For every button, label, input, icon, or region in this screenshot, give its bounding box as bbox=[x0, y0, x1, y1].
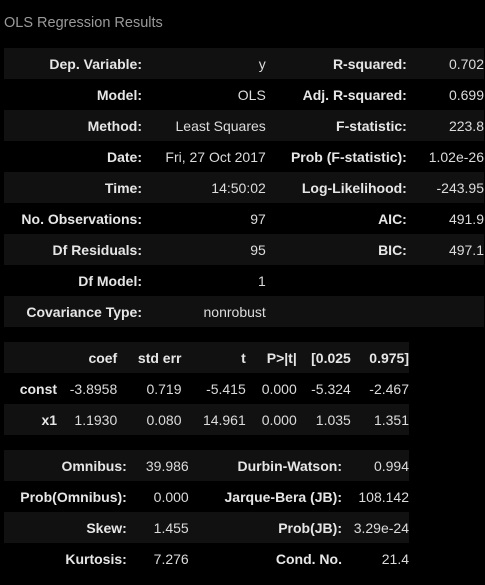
stat-label: Covariance Type: bbox=[4, 296, 142, 327]
table-cell: -5.415 bbox=[181, 373, 246, 404]
header-cell: P>|t| bbox=[245, 342, 297, 373]
header-cell: t bbox=[181, 342, 246, 373]
stat-label bbox=[265, 296, 407, 327]
table-row: Df Model: 1 bbox=[4, 265, 484, 296]
table-row: Method: Least Squares F-statistic: 223.8 bbox=[4, 110, 484, 141]
stat-label: Method: bbox=[4, 110, 142, 141]
table-row: Kurtosis: 7.276 Cond. No. 21.4 bbox=[4, 543, 409, 574]
table-row: Skew: 1.455 Prob(JB): 3.29e-24 bbox=[4, 512, 409, 543]
table-cell: 1.1930 bbox=[57, 404, 118, 435]
table-cell: 0.080 bbox=[117, 404, 182, 435]
header-cell: [0.025 bbox=[296, 342, 351, 373]
table-row: const -3.8958 0.719 -5.415 0.000 -5.324 … bbox=[4, 373, 409, 404]
stat-value: 108.142 bbox=[341, 481, 409, 512]
stat-label: Prob (F-statistic): bbox=[265, 141, 407, 172]
stat-label: BIC: bbox=[265, 234, 407, 265]
table-row: Omnibus: 39.986 Durbin-Watson: 0.994 bbox=[4, 450, 409, 481]
stat-label: Model: bbox=[4, 79, 142, 110]
row-label: const bbox=[4, 373, 58, 404]
table-cell: -5.324 bbox=[296, 373, 351, 404]
table-cell: -2.467 bbox=[350, 373, 409, 404]
stat-value: 14:50:02 bbox=[142, 172, 266, 203]
header-cell: std err bbox=[117, 342, 182, 373]
table-cell: 14.961 bbox=[181, 404, 246, 435]
stat-value: 497.1 bbox=[406, 234, 484, 265]
stat-value: 7.276 bbox=[126, 543, 189, 574]
table-row: Model: OLS Adj. R-squared: 0.699 bbox=[4, 79, 484, 110]
stat-label: Df Model: bbox=[4, 265, 142, 296]
stat-value: Fri, 27 Oct 2017 bbox=[142, 141, 266, 172]
coefficient-table: coef std err t P>|t| [0.025 0.975] const… bbox=[4, 342, 409, 435]
stat-value: 95 bbox=[142, 234, 266, 265]
table-cell: 1.035 bbox=[296, 404, 351, 435]
stat-value: 0.702 bbox=[406, 48, 484, 79]
stat-value bbox=[406, 296, 484, 327]
table-row: x1 1.1930 0.080 14.961 0.000 1.035 1.351 bbox=[4, 404, 409, 435]
summary-table: Dep. Variable: y R-squared: 0.702 Model:… bbox=[4, 48, 484, 327]
stat-value: -243.95 bbox=[406, 172, 484, 203]
stat-label: Prob(Omnibus): bbox=[4, 481, 127, 512]
stat-value: 0.699 bbox=[406, 79, 484, 110]
stat-label: Omnibus: bbox=[4, 450, 127, 481]
table-cell: 0.719 bbox=[117, 373, 182, 404]
table-row: Date: Fri, 27 Oct 2017 Prob (F-statistic… bbox=[4, 141, 484, 172]
table-cell: 0.000 bbox=[245, 373, 297, 404]
stat-label: Skew: bbox=[4, 512, 127, 543]
stat-label: Cond. No. bbox=[188, 543, 342, 574]
table-row: Dep. Variable: y R-squared: 0.702 bbox=[4, 48, 484, 79]
table-cell: -3.8958 bbox=[57, 373, 118, 404]
stat-label: Durbin-Watson: bbox=[188, 450, 342, 481]
stat-value: y bbox=[142, 48, 266, 79]
stat-label: Time: bbox=[4, 172, 142, 203]
stat-value: 0.994 bbox=[341, 450, 409, 481]
stat-label: F-statistic: bbox=[265, 110, 407, 141]
table-row: Df Residuals: 95 BIC: 497.1 bbox=[4, 234, 484, 265]
stat-label: Df Residuals: bbox=[4, 234, 142, 265]
stat-value bbox=[406, 265, 484, 296]
stat-label: Jarque-Bera (JB): bbox=[188, 481, 342, 512]
row-label: x1 bbox=[4, 404, 58, 435]
stat-label: Dep. Variable: bbox=[4, 48, 142, 79]
table-row: Time: 14:50:02 Log-Likelihood: -243.95 bbox=[4, 172, 484, 203]
stat-value: 1.455 bbox=[126, 512, 189, 543]
table-header-row: coef std err t P>|t| [0.025 0.975] bbox=[4, 342, 409, 373]
stat-label: AIC: bbox=[265, 203, 407, 234]
stat-label: No. Observations: bbox=[4, 203, 142, 234]
stat-label: R-squared: bbox=[265, 48, 407, 79]
table-row: Covariance Type: nonrobust bbox=[4, 296, 484, 327]
table-row: Prob(Omnibus): 0.000 Jarque-Bera (JB): 1… bbox=[4, 481, 409, 512]
stat-value: nonrobust bbox=[142, 296, 266, 327]
stat-value: 1.02e-26 bbox=[406, 141, 484, 172]
stat-label: Adj. R-squared: bbox=[265, 79, 407, 110]
stat-label: Prob(JB): bbox=[188, 512, 342, 543]
stat-value: 39.986 bbox=[126, 450, 189, 481]
stat-value: Least Squares bbox=[142, 110, 266, 141]
stat-value: 0.000 bbox=[126, 481, 189, 512]
stat-value: 97 bbox=[142, 203, 266, 234]
header-cell: coef bbox=[57, 342, 118, 373]
table-cell: 1.351 bbox=[350, 404, 409, 435]
table-row: No. Observations: 97 AIC: 491.9 bbox=[4, 203, 484, 234]
stat-value: 1 bbox=[142, 265, 266, 296]
stat-label: Log-Likelihood: bbox=[265, 172, 407, 203]
stat-label bbox=[265, 265, 407, 296]
header-cell bbox=[4, 342, 58, 373]
stat-value: 491.9 bbox=[406, 203, 484, 234]
diagnostics-table: Omnibus: 39.986 Durbin-Watson: 0.994 Pro… bbox=[4, 450, 409, 574]
header-cell: 0.975] bbox=[350, 342, 409, 373]
stat-value: OLS bbox=[142, 79, 266, 110]
stat-value: 223.8 bbox=[406, 110, 484, 141]
table-cell: 0.000 bbox=[245, 404, 297, 435]
stat-value: 3.29e-24 bbox=[341, 512, 409, 543]
results-caption: OLS Regression Results bbox=[4, 15, 163, 31]
stat-label: Kurtosis: bbox=[4, 543, 127, 574]
stat-label: Date: bbox=[4, 141, 142, 172]
stat-value: 21.4 bbox=[341, 543, 409, 574]
